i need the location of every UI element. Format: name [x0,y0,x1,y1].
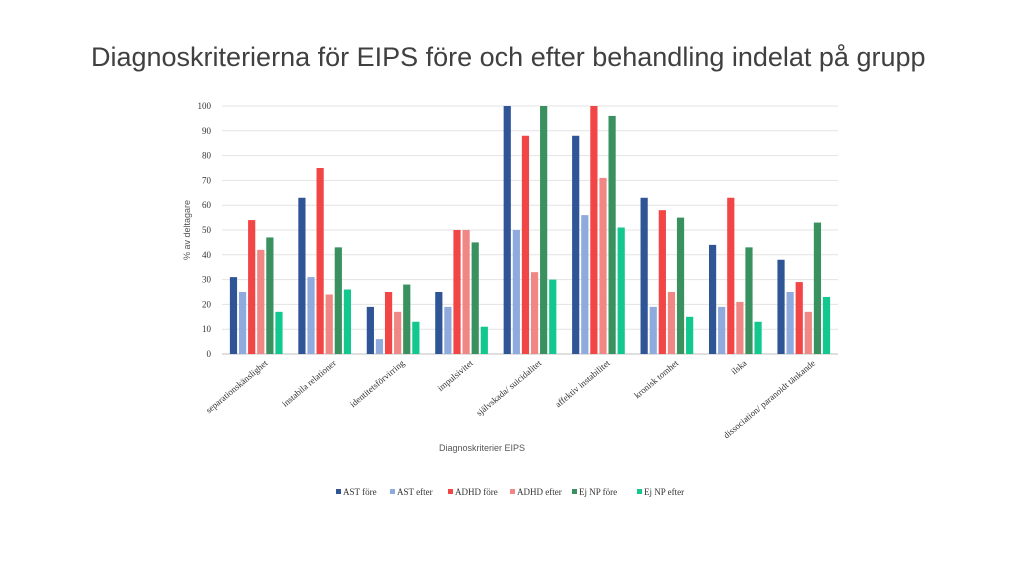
y-tick-label: 0 [207,349,212,359]
bar [462,230,470,354]
legend-swatch [448,489,453,494]
legend-swatch [572,489,577,494]
bar [540,106,548,354]
bar [503,106,511,354]
y-tick-label: 60 [202,200,212,210]
x-tick-label: ilska [729,358,748,377]
legend: AST före AST efter ADHD före ADHD efter Ej N… [336,487,684,497]
bar [238,292,247,354]
legend-label: Ej NP efter [644,487,684,497]
legend-label: Ej NP före [579,487,617,497]
bar [718,306,726,354]
bar [412,321,420,354]
bar [266,237,274,354]
bar [394,311,402,354]
bar [366,306,374,354]
bar [453,230,461,354]
bar [667,292,676,354]
bar [316,168,324,354]
y-tick-label: 70 [202,175,212,185]
bar [257,249,265,354]
x-tick-label: kronisk tomhet [632,358,680,401]
y-axis-title: % av deltagare [182,200,192,260]
y-tick-label: 40 [202,250,212,260]
bar [777,259,785,354]
bar [325,294,333,354]
bar [334,247,342,354]
bar [572,135,580,354]
y-tick-label: 80 [202,151,212,161]
x-tick-label: instabila relationer [280,358,338,409]
bar [617,227,625,354]
bar [248,220,256,354]
bar [786,292,794,354]
bar [745,247,753,354]
bar [375,339,384,354]
bar [229,277,238,354]
x-axis-categories: separationskänslighet instabila relatione… [204,358,817,441]
bars [229,106,831,354]
legend-label: AST före [343,487,377,497]
bar [813,222,822,354]
bar [599,177,607,354]
x-tick-label: impulsivitet [435,358,475,394]
page-title: Diagnoskriterierna för EIPS före och eft… [91,42,926,72]
y-tick-label: 90 [202,126,212,136]
bar [658,210,666,354]
bar [530,272,539,354]
x-tick-label: separationskänslighet [204,358,270,416]
x-tick-label: affektiv instabilitet [553,358,612,410]
bar [444,306,452,354]
bar [480,326,488,354]
bar [708,244,717,354]
bar [676,217,685,354]
bar [686,316,694,354]
legend-swatch [336,489,341,494]
bar [471,242,479,354]
y-tick-label: 10 [202,324,212,334]
y-tick-label: 20 [202,299,212,309]
bar [649,306,657,354]
bar [822,296,831,354]
bar [435,292,443,354]
bar [512,230,520,354]
y-axis-ticks: 0 10 20 30 40 50 60 70 80 90 100 [198,101,212,359]
bar [754,321,762,354]
bar [804,311,812,354]
x-tick-label: självskada/ suicidalitet [474,358,543,419]
bar [343,289,352,354]
bar [608,115,616,354]
bar [736,301,744,354]
legend-swatch [510,489,515,494]
bar [581,215,589,354]
x-axis-title: Diagnoskriterier EIPS [439,443,525,453]
bar [384,292,393,354]
legend-label: AST efter [397,487,433,497]
bar [590,106,598,354]
bar [640,197,648,354]
bar [521,135,530,354]
legend-swatch [637,489,642,494]
bar [549,279,557,354]
bar [298,197,306,354]
legend-label: ADHD efter [517,487,562,497]
y-tick-label: 50 [202,225,212,235]
y-tick-label: 30 [202,275,212,285]
legend-swatch [390,489,395,494]
y-tick-label: 100 [198,101,212,111]
bar [403,284,411,354]
bar [727,197,735,354]
bar [795,282,803,354]
gridlines [222,105,838,355]
bar [307,277,315,354]
legend-label: ADHD före [455,487,498,497]
x-tick-label: identitetsförvirring [348,358,407,410]
bar [275,311,283,354]
